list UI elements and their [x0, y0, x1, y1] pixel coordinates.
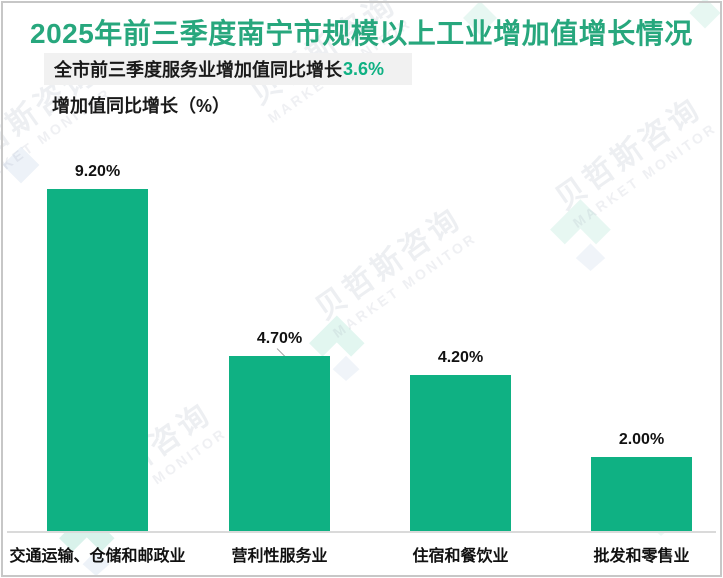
market-monitor-logo-icon	[309, 315, 365, 381]
bar-value-label: 4.20%	[437, 349, 484, 366]
subtitle-banner: 全市前三季度服务业增加值同比增长 3.6%	[44, 53, 413, 85]
category-label: 住宿和餐饮业	[412, 548, 509, 565]
bar-value-label: 2.00%	[618, 431, 665, 448]
bar-value-label: 9.20%	[74, 163, 121, 180]
x-axis-line	[7, 531, 716, 533]
watermark-tile: 贝哲斯咨询 MARKET MONITOR	[545, 92, 723, 271]
category-label: 营利性服务业	[231, 548, 328, 565]
subtitle-text: 全市前三季度服务业增加值同比增长	[54, 60, 342, 80]
bar-1	[47, 189, 148, 531]
bar-2	[229, 356, 330, 531]
bar-value-label: 4.70%	[256, 330, 303, 347]
watermark-tile: 贝哲斯咨询 MARKET MONITOR	[305, 202, 565, 381]
page-title: 2025年前三季度南宁市规模以上工业增加值增长情况	[30, 18, 693, 49]
category-label: 交通运输、仓储和邮政业	[9, 548, 186, 565]
y-axis-title: 增加值同比增长（%）	[52, 96, 231, 116]
market-monitor-logo-icon	[550, 199, 611, 271]
category-label: 批发和零售业	[593, 548, 690, 565]
bar-3	[410, 375, 511, 531]
bar-4	[591, 457, 692, 531]
subtitle-highlight-value: 3.6%	[343, 58, 385, 79]
